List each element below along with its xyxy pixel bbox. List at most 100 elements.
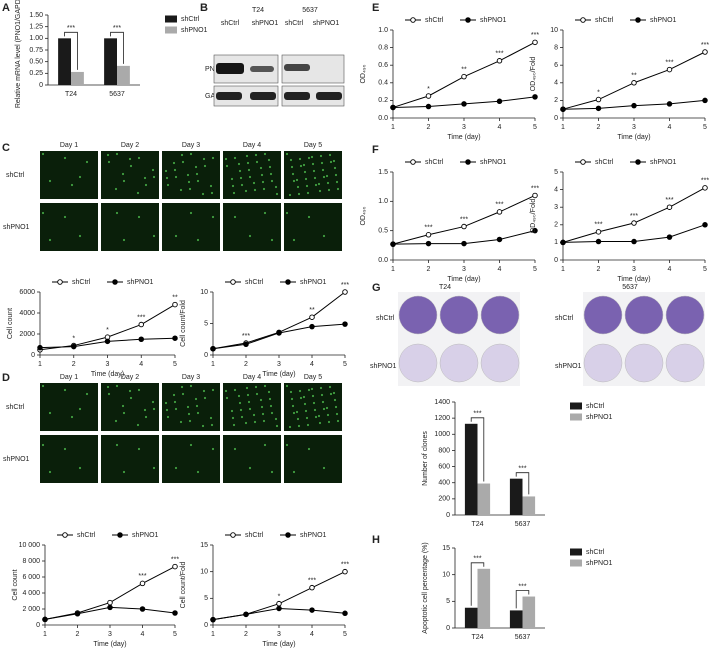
micrograph	[40, 383, 98, 431]
cell-dot	[317, 414, 321, 418]
day-label: Day 4	[243, 374, 261, 381]
cell-dot	[209, 184, 213, 188]
y-tick-label: 8 000	[22, 558, 40, 565]
band	[216, 63, 244, 74]
significance: **	[461, 66, 467, 73]
cell-dot	[307, 447, 311, 451]
cell-dot	[202, 157, 206, 161]
point	[496, 236, 503, 243]
y-tick-label: 4000	[19, 310, 35, 317]
day-label: Day 1	[60, 142, 78, 149]
point	[172, 301, 178, 308]
legend-marker	[62, 532, 68, 538]
x-axis-label: Time (day)	[262, 641, 295, 648]
y-tick-label: 1.00	[29, 35, 43, 42]
cell-dot	[195, 172, 199, 176]
cell-dot	[210, 423, 214, 427]
y-tick-label: 0.2	[378, 97, 388, 104]
point	[631, 80, 637, 86]
cell-dot	[252, 413, 256, 417]
cell-dot	[48, 411, 52, 415]
cell-dot	[128, 389, 132, 393]
point	[595, 238, 602, 245]
cell-dot	[319, 386, 323, 390]
cell-dot	[224, 157, 228, 161]
micrograph	[223, 435, 281, 483]
point	[532, 39, 538, 46]
point	[560, 239, 566, 246]
legend-label: shCtrl	[586, 549, 605, 556]
significance: ***	[138, 573, 146, 580]
panel-label: G	[372, 282, 381, 294]
x-tick-label: 4	[310, 631, 314, 638]
y-tick-label: 200	[438, 496, 450, 503]
cell-dot	[325, 174, 329, 178]
cell-line-label: T24	[252, 7, 264, 14]
cell-dot	[320, 393, 324, 397]
y-tick-label: 1.0	[378, 27, 388, 34]
cell-dot	[295, 410, 299, 414]
micrograph	[284, 203, 342, 251]
legend-marker	[410, 159, 416, 165]
cell-dot	[238, 401, 242, 405]
cell-dot	[137, 447, 141, 451]
cell-dot	[187, 412, 191, 416]
cell-dot	[312, 169, 316, 173]
significance: ***	[460, 216, 468, 223]
x-tick-label: 2	[244, 361, 248, 368]
legend-marker	[285, 279, 291, 285]
cell-dot	[152, 466, 156, 470]
x-tick-label: 4	[141, 631, 145, 638]
point	[390, 241, 396, 247]
cell-dot	[246, 161, 250, 165]
cell-dot	[196, 470, 200, 474]
cell-dot	[253, 420, 257, 424]
cell-dot	[326, 181, 330, 185]
cell-dot	[291, 404, 295, 408]
cell-dot	[115, 152, 119, 156]
cell-dot	[121, 404, 125, 408]
cell-dot	[262, 187, 266, 191]
cell-dot	[210, 191, 214, 195]
series-line	[212, 291, 346, 350]
legend-marker	[465, 17, 471, 23]
point	[70, 343, 77, 350]
row-label: shPNO1	[3, 224, 30, 231]
cell-dot	[187, 180, 191, 184]
x-tick-label: 5	[343, 631, 347, 638]
bar	[477, 568, 491, 628]
y-axis-label: Apoptotic cell percentage (%)	[422, 542, 429, 633]
significance: ***	[424, 225, 432, 232]
y-tick-label: 2000	[19, 331, 35, 338]
legend-marker	[230, 532, 236, 538]
point	[666, 101, 673, 107]
cell-dot	[63, 215, 67, 219]
band	[284, 92, 310, 100]
point	[496, 58, 503, 64]
point	[107, 599, 113, 606]
point	[560, 106, 566, 112]
x-tick-label: 5	[173, 361, 177, 368]
cell-dot	[85, 160, 89, 164]
cell-dot	[165, 176, 169, 180]
cell-dot	[292, 238, 296, 242]
cell-dot	[336, 419, 340, 423]
cell-dot	[194, 397, 198, 401]
band	[250, 92, 276, 100]
x-tick-label: 3	[277, 361, 281, 368]
cell-dot	[196, 411, 200, 415]
cell-dot	[189, 152, 193, 156]
cell-dot	[63, 156, 67, 160]
point	[631, 102, 637, 109]
cell-dot	[186, 173, 190, 177]
significance-bracket	[470, 562, 485, 606]
cell-dot	[310, 155, 314, 159]
cell-dot	[305, 416, 309, 420]
x-tick-label: 3	[462, 124, 466, 131]
cell-dot	[189, 443, 193, 447]
y-axis-label: OD₄₉₀	[360, 206, 367, 225]
cell-dot	[303, 170, 307, 174]
cell-dot	[230, 409, 234, 413]
legend-swatch	[570, 413, 582, 421]
panel-label: C	[2, 142, 10, 154]
